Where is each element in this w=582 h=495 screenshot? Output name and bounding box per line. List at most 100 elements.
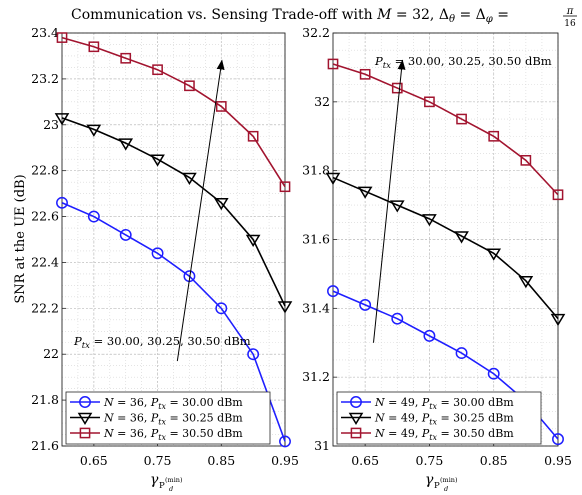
svg-text:16: 16 [564, 19, 576, 29]
svg-text:π: π [566, 6, 574, 17]
y-tick-label: 23.2 [31, 71, 59, 86]
series-line [61, 117, 286, 307]
data-point [277, 301, 293, 314]
data-point [389, 200, 405, 213]
y-tick-label: 31.2 [302, 369, 330, 384]
data-point [357, 186, 373, 199]
data-point [327, 285, 339, 298]
legend-entry: N = 49, Ptx = 30.00 dBm [341, 396, 514, 411]
title-fraction: π 16 [563, 6, 577, 29]
annotation-arrow [176, 59, 225, 362]
y-tick-label: 21.8 [31, 392, 59, 407]
data-point [488, 130, 500, 142]
x-axis-label-right: γ P d (min) [425, 472, 458, 493]
svg-text:P: P [159, 481, 165, 491]
y-tick-label: 22.2 [31, 300, 59, 315]
right-panel: 0.65 0.75 0.85 0.95 31 31.2 31.4 31.6 31.8 32 32.2… [302, 25, 572, 468]
legend-marker [350, 427, 362, 439]
data-point [455, 347, 468, 360]
data-point [359, 68, 371, 80]
x-tick-label: 0.95 [271, 453, 299, 468]
x-axis-label-left: γ P d (min) [150, 472, 183, 493]
series-3 [56, 32, 291, 193]
annotation-label: Ptx = 30.00, 30.25, 30.50 dBm [73, 334, 251, 351]
y-tick-label: 32.2 [302, 25, 330, 40]
data-point [152, 64, 163, 76]
y-tick-label: 22 [43, 346, 59, 361]
legend-marker [77, 412, 93, 425]
legend-entry: N = 36, Ptx = 30.25 dBm [70, 412, 243, 427]
svg-text:d: d [444, 485, 448, 493]
legend-marker [79, 396, 91, 408]
svg-text:d: d [169, 485, 173, 493]
data-point [54, 113, 70, 126]
legend-label: N = 49, Ptx = 30.00 dBm [374, 396, 514, 411]
x-tick-label: 0.75 [416, 453, 444, 468]
data-point [150, 154, 165, 167]
data-point [423, 329, 436, 342]
x-tick-label: 0.75 [144, 453, 172, 468]
data-point [487, 367, 500, 380]
y-tick-label: 22.4 [31, 254, 59, 269]
legend-marker [348, 412, 364, 425]
legend-entry: N = 36, Ptx = 30.00 dBm [70, 396, 243, 411]
data-point [118, 138, 134, 151]
y-tick-label: 31 [314, 438, 330, 453]
data-point [454, 231, 469, 244]
data-point [213, 198, 229, 211]
legend-marker [79, 427, 91, 439]
data-point [184, 80, 195, 92]
legend-entry: N = 49, Ptx = 30.25 dBm [341, 412, 514, 427]
x-tick-label: 0.95 [544, 453, 572, 468]
data-point [518, 276, 534, 289]
y-tick-label: 22.6 [31, 209, 59, 224]
annotation-arrow [373, 59, 406, 343]
axes-box [61, 32, 286, 447]
series-3 [327, 58, 564, 201]
svg-text:γ: γ [150, 472, 159, 488]
legend-marker [350, 396, 362, 408]
legend-label: N = 36, Ptx = 30.00 dBm [103, 396, 243, 411]
data-point [279, 435, 291, 448]
series-line [61, 202, 286, 442]
y-tick-label: 32 [314, 94, 330, 109]
series-2 [54, 113, 293, 314]
legend-label: N = 49, Ptx = 30.50 dBm [374, 427, 514, 442]
y-tick-label: 23.4 [31, 25, 59, 40]
data-point [520, 154, 532, 166]
data-point [552, 189, 564, 201]
legend-label: N = 36, Ptx = 30.25 dBm [103, 412, 243, 427]
legend-entry: N = 36, Ptx = 30.50 dBm [70, 427, 243, 442]
x-tick-label: 0.65 [351, 453, 379, 468]
data-point [391, 82, 403, 94]
y-tick-label: 22.8 [31, 163, 59, 178]
data-point [327, 58, 339, 70]
legend-label: N = 36, Ptx = 30.50 dBm [103, 427, 243, 442]
data-point [550, 313, 566, 327]
data-point [422, 214, 437, 227]
y-tick-label: 21.6 [31, 438, 59, 453]
x-tick-label: 0.85 [207, 453, 235, 468]
data-point [88, 41, 100, 53]
svg-text:γ: γ [425, 472, 434, 488]
data-point [56, 196, 68, 209]
data-point [56, 32, 68, 43]
y-tick-label: 31.4 [302, 300, 330, 315]
data-point [391, 312, 404, 325]
data-point [456, 113, 467, 125]
legend-entry: N = 49, Ptx = 30.50 dBm [341, 427, 514, 442]
data-point [215, 101, 227, 112]
series-line [332, 63, 559, 196]
series-2 [325, 172, 566, 327]
annotation-label: Ptx = 30.00, 30.25, 30.50 dBm [374, 54, 552, 71]
y-tick-label: 31.8 [302, 163, 330, 178]
data-point [486, 248, 502, 261]
data-point [215, 302, 228, 315]
data-point [552, 433, 564, 446]
y-tick-label: 31.6 [302, 232, 330, 247]
data-point [86, 124, 102, 137]
x-tick-label: 0.85 [480, 453, 508, 468]
chart-title: Communication vs. Sensing Trade-off with… [71, 7, 509, 25]
data-point [119, 228, 132, 241]
